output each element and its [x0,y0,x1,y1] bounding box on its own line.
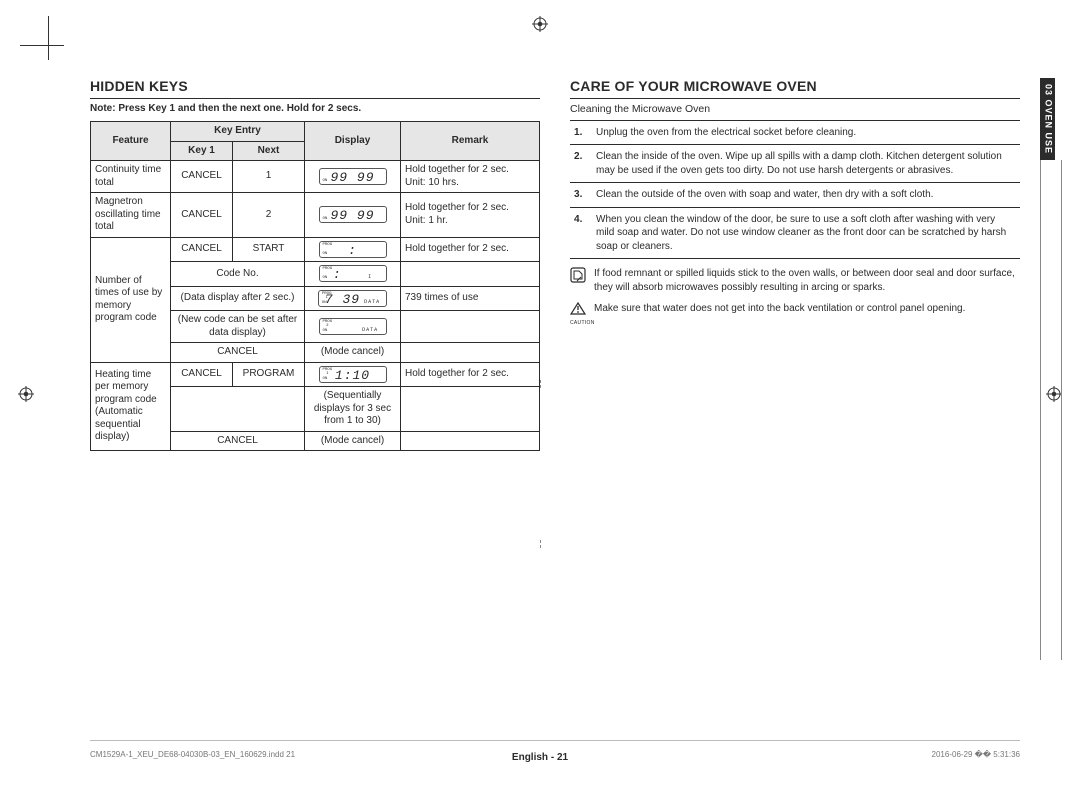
cell-display: ON99 99 [305,161,401,193]
side-tab-label: 03 OVEN USE [1040,78,1055,160]
hidden-keys-table: Feature Key Entry Display Remark Key 1 N… [90,121,540,451]
date-meta: 2016-06-29 �� 5:31:36 [932,750,1020,760]
cell-next: START [233,237,305,262]
cell-key1: CANCEL [171,193,233,238]
cell-key1: CANCEL [171,362,233,387]
cell-display: PROGION7 39 DATA [305,286,401,311]
crop-mark [48,16,50,60]
cell-key [171,387,305,432]
list-item: When you clean the window of the door, b… [570,208,1020,260]
cell-display: ON99 99 [305,193,401,238]
cell-display: (Mode cancel) [305,431,401,451]
cell-feature: Magnetron oscillating time total [91,193,171,238]
cell-next: 2 [233,193,305,238]
list-item: Clean the inside of the oven. Wipe up al… [570,145,1020,183]
care-subheading: Cleaning the Microwave Oven [570,103,1020,116]
cell-key: CANCEL [171,431,305,451]
hidden-keys-heading: HIDDEN KEYS [90,78,540,96]
file-meta: CM1529A-1_XEU_DE68-04030B-03_EN_160629.i… [90,750,295,760]
cell-remark [401,431,540,451]
cell-key: CANCEL [171,343,305,363]
registration-mark-icon [532,16,548,32]
cell-remark [401,343,540,363]
cell-remark: Hold together for 2 sec. [401,237,540,262]
cell-key: Code No. [171,262,305,287]
heading-rule [90,98,540,99]
caution-text: Make sure that water does not get into t… [594,302,965,318]
cell-display: (Mode cancel) [305,343,401,363]
note-icon [570,267,586,283]
caution-icon: CAUTION [570,302,586,318]
cell-next: 1 [233,161,305,193]
heading-rule [570,98,1020,99]
cell-remark: Hold together for 2 sec. Unit: 10 hrs. [401,161,540,193]
fold-mark [540,540,542,548]
cell-remark: Hold together for 2 sec. [401,362,540,387]
hidden-keys-note: Note: Press Key 1 and then the next one.… [90,103,540,116]
th-key1: Key 1 [171,141,233,161]
th-keyentry: Key Entry [171,122,305,142]
cell-remark [401,262,540,287]
registration-mark-icon [18,386,34,402]
th-display: Display [305,122,401,161]
cell-feature: Heating time per memory program code (Au… [91,362,171,451]
cell-feature: Number of times of use by memory program… [91,237,171,362]
care-heading: CARE OF YOUR MICROWAVE OVEN [570,78,1020,96]
cell-remark [401,387,540,432]
cell-key: (New code can be set after data display) [171,311,305,343]
th-remark: Remark [401,122,540,161]
cell-key1: CANCEL [171,237,233,262]
list-item: Unplug the oven from the electrical sock… [570,121,1020,146]
cell-key: (Data display after 2 sec.) [171,286,305,311]
cell-display: PROGON: [305,237,401,262]
list-item: Clean the outside of the oven with soap … [570,183,1020,208]
cell-key1: CANCEL [171,161,233,193]
fold-mark [540,380,542,388]
cell-display: (Sequentially displays for 3 sec from 1 … [305,387,401,432]
side-tab: 03 OVEN USE [1040,78,1062,308]
care-list: Unplug the oven from the electrical sock… [570,120,1020,260]
cell-remark [401,311,540,343]
cell-next: PROGRAM [233,362,305,387]
cell-display: PROGON: I [305,262,401,287]
cell-remark: Hold together for 2 sec. Unit: 1 hr. [401,193,540,238]
th-next: Next [233,141,305,161]
note-text: If food remnant or spilled liquids stick… [594,267,1020,294]
crop-mark [20,45,64,47]
th-feature: Feature [91,122,171,161]
footer-rule [90,740,1020,742]
cell-remark: 739 times of use [401,286,540,311]
cell-display: PROG2ON DATA [305,311,401,343]
cell-feature: Continuity time total [91,161,171,193]
cell-display: PROGION1:10 [305,362,401,387]
